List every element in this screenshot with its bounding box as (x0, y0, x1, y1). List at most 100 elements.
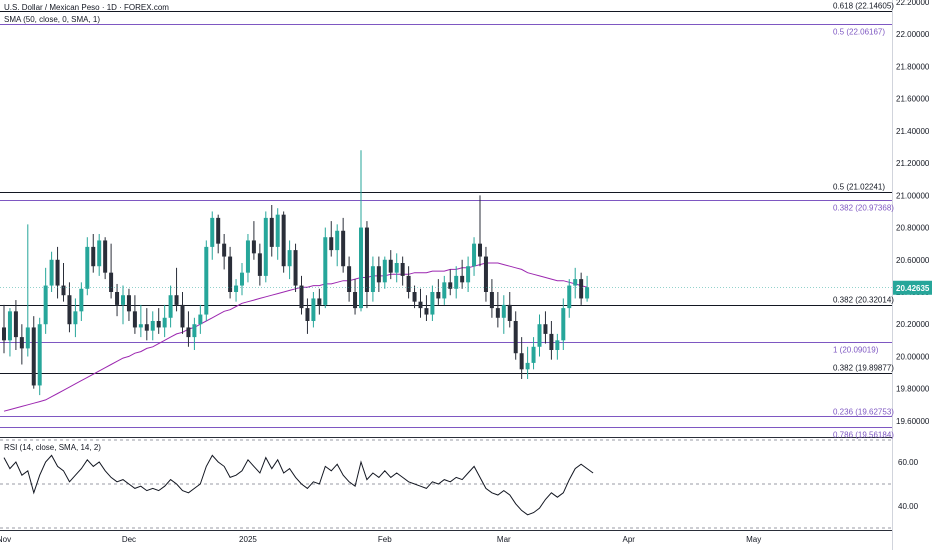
candle-body (317, 298, 322, 305)
candle (478, 195, 482, 267)
candle (424, 295, 429, 321)
candle-body (257, 253, 262, 276)
candles-layer (2, 150, 590, 396)
time-tick-label: 2025 (239, 535, 257, 544)
candle-body (245, 240, 250, 273)
candle (245, 234, 250, 283)
candle (198, 304, 203, 334)
candle (144, 308, 149, 341)
candle-body (198, 314, 203, 325)
candle (364, 221, 369, 309)
candle-body (180, 304, 185, 328)
candle (109, 243, 114, 299)
candle-body (353, 292, 358, 309)
candle-body (466, 266, 471, 283)
candle-body (513, 321, 518, 354)
candle (91, 234, 96, 273)
candle (573, 267, 578, 299)
candle (293, 243, 298, 292)
candle-body (67, 295, 72, 325)
candle-body (216, 217, 221, 244)
candle (180, 292, 185, 334)
candle-body (192, 324, 197, 338)
candle (31, 316, 36, 389)
candle (519, 337, 524, 379)
candle-body (478, 243, 482, 257)
price-tick-label: 21.60000 (896, 95, 930, 104)
candle (299, 275, 304, 315)
candle (323, 227, 328, 309)
candle-body (299, 285, 304, 309)
grid-layer (0, 0, 893, 550)
candle-body (436, 292, 441, 299)
candle (275, 208, 280, 260)
candle-body (489, 292, 494, 309)
candle (501, 295, 506, 334)
price-tick-label: 21.20000 (896, 159, 930, 168)
candle-body (311, 298, 316, 321)
candle (305, 298, 310, 334)
candle (406, 266, 411, 299)
candle (448, 269, 453, 296)
fib-level-label: 0.5 (22.06167) (833, 28, 885, 37)
candle-body (370, 266, 375, 292)
candle-body (406, 275, 411, 292)
price-tick-label: 20.80000 (896, 224, 930, 233)
fib-level-label: 0.618 (22.14605) (833, 2, 894, 11)
candle-body (472, 243, 477, 267)
candle (555, 333, 560, 360)
price-tick-label: 19.60000 (896, 417, 930, 426)
candle-body (347, 266, 352, 292)
fib-level-label: 0.382 (20.97368) (833, 204, 894, 213)
price-tick-label: 20.20000 (896, 320, 930, 329)
candle-body (234, 285, 239, 292)
candle-body (263, 217, 268, 276)
candle (329, 221, 334, 257)
candle-body (25, 327, 30, 349)
candle-body (138, 324, 143, 328)
candle-body (293, 250, 298, 286)
candle (370, 256, 375, 302)
candle (287, 240, 292, 280)
candle-body (382, 259, 387, 283)
candle-body (424, 308, 429, 315)
candle-body (281, 214, 286, 267)
candle-body (537, 324, 542, 347)
candle (543, 311, 548, 344)
price-tick-label: 22.20000 (896, 0, 930, 7)
candle-body (91, 246, 96, 267)
price-tick-label: 20.60000 (896, 256, 930, 265)
candle (472, 237, 477, 276)
candle (442, 275, 447, 305)
candle (150, 311, 155, 341)
candle (115, 283, 120, 317)
price-tick-label: 22.00000 (896, 30, 930, 39)
candle (55, 246, 60, 299)
candle (537, 314, 542, 357)
candle (251, 221, 256, 260)
candle (394, 253, 399, 283)
candle (73, 298, 78, 338)
last-price-label: 20.42635 (896, 284, 930, 293)
sma-legend: SMA (50, close, 0, SMA, 1) (4, 15, 101, 24)
candle-body (144, 324, 149, 331)
candle-body (156, 321, 161, 328)
candle (436, 279, 441, 305)
candle-body (31, 327, 36, 386)
rsi-pane: 60.00 40.00 (0, 439, 919, 529)
candle (483, 246, 488, 302)
candle-body (49, 259, 54, 286)
candle-body (323, 237, 328, 305)
fib-level-label: 0.382 (20.32014) (833, 296, 894, 305)
candle-body (97, 240, 102, 267)
candle-body (448, 282, 453, 289)
candle-body (454, 275, 459, 289)
candle-body (126, 295, 131, 312)
candle (317, 288, 322, 315)
candle (7, 308, 12, 357)
candle-body (329, 237, 334, 251)
candle-body (132, 311, 137, 328)
time-tick-label: Dec (122, 535, 136, 544)
candle-body (460, 275, 465, 283)
